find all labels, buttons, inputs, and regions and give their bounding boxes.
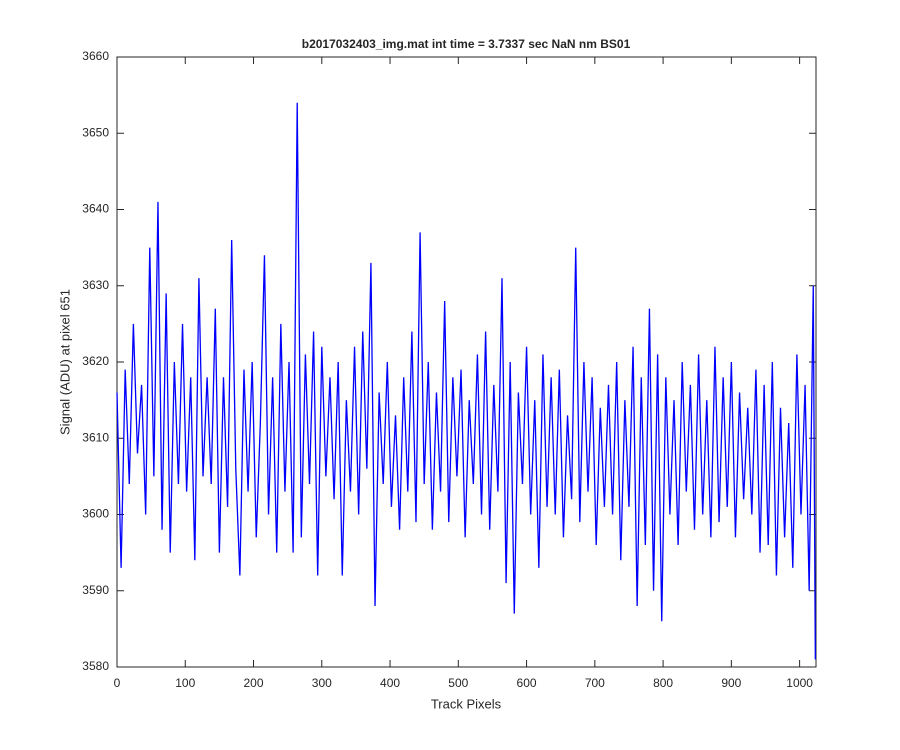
x-tick-label: 0: [114, 676, 121, 690]
x-tick-label: 200: [244, 676, 264, 690]
y-tick-label: 3580: [82, 659, 109, 673]
x-tick-label: 300: [312, 676, 332, 690]
x-axis-label: Track Pixels: [431, 696, 502, 711]
x-tick-label: 100: [175, 676, 195, 690]
y-tick-label: 3610: [82, 430, 109, 444]
x-tick-label: 900: [721, 676, 741, 690]
y-axis-label: Signal (ADU) at pixel 651: [57, 289, 72, 435]
x-tick-label: 700: [585, 676, 605, 690]
chart-title: b2017032403_img.mat int time = 3.7337 se…: [302, 37, 631, 51]
data-line: [116, 102, 816, 660]
y-tick-label: 3600: [82, 507, 109, 521]
x-tick-label: 500: [448, 676, 468, 690]
y-tick-label: 3590: [82, 583, 109, 597]
x-tick-label: 600: [517, 676, 537, 690]
y-tick-label: 3660: [82, 49, 109, 63]
y-tick-label: 3650: [82, 125, 109, 139]
x-tick-label: 400: [380, 676, 400, 690]
x-tick-label: 1000: [786, 676, 813, 690]
x-tick-label: 800: [653, 676, 673, 690]
y-tick-label: 3620: [82, 354, 109, 368]
y-tick-label: 3640: [82, 202, 109, 216]
y-tick-label: 3630: [82, 278, 109, 292]
